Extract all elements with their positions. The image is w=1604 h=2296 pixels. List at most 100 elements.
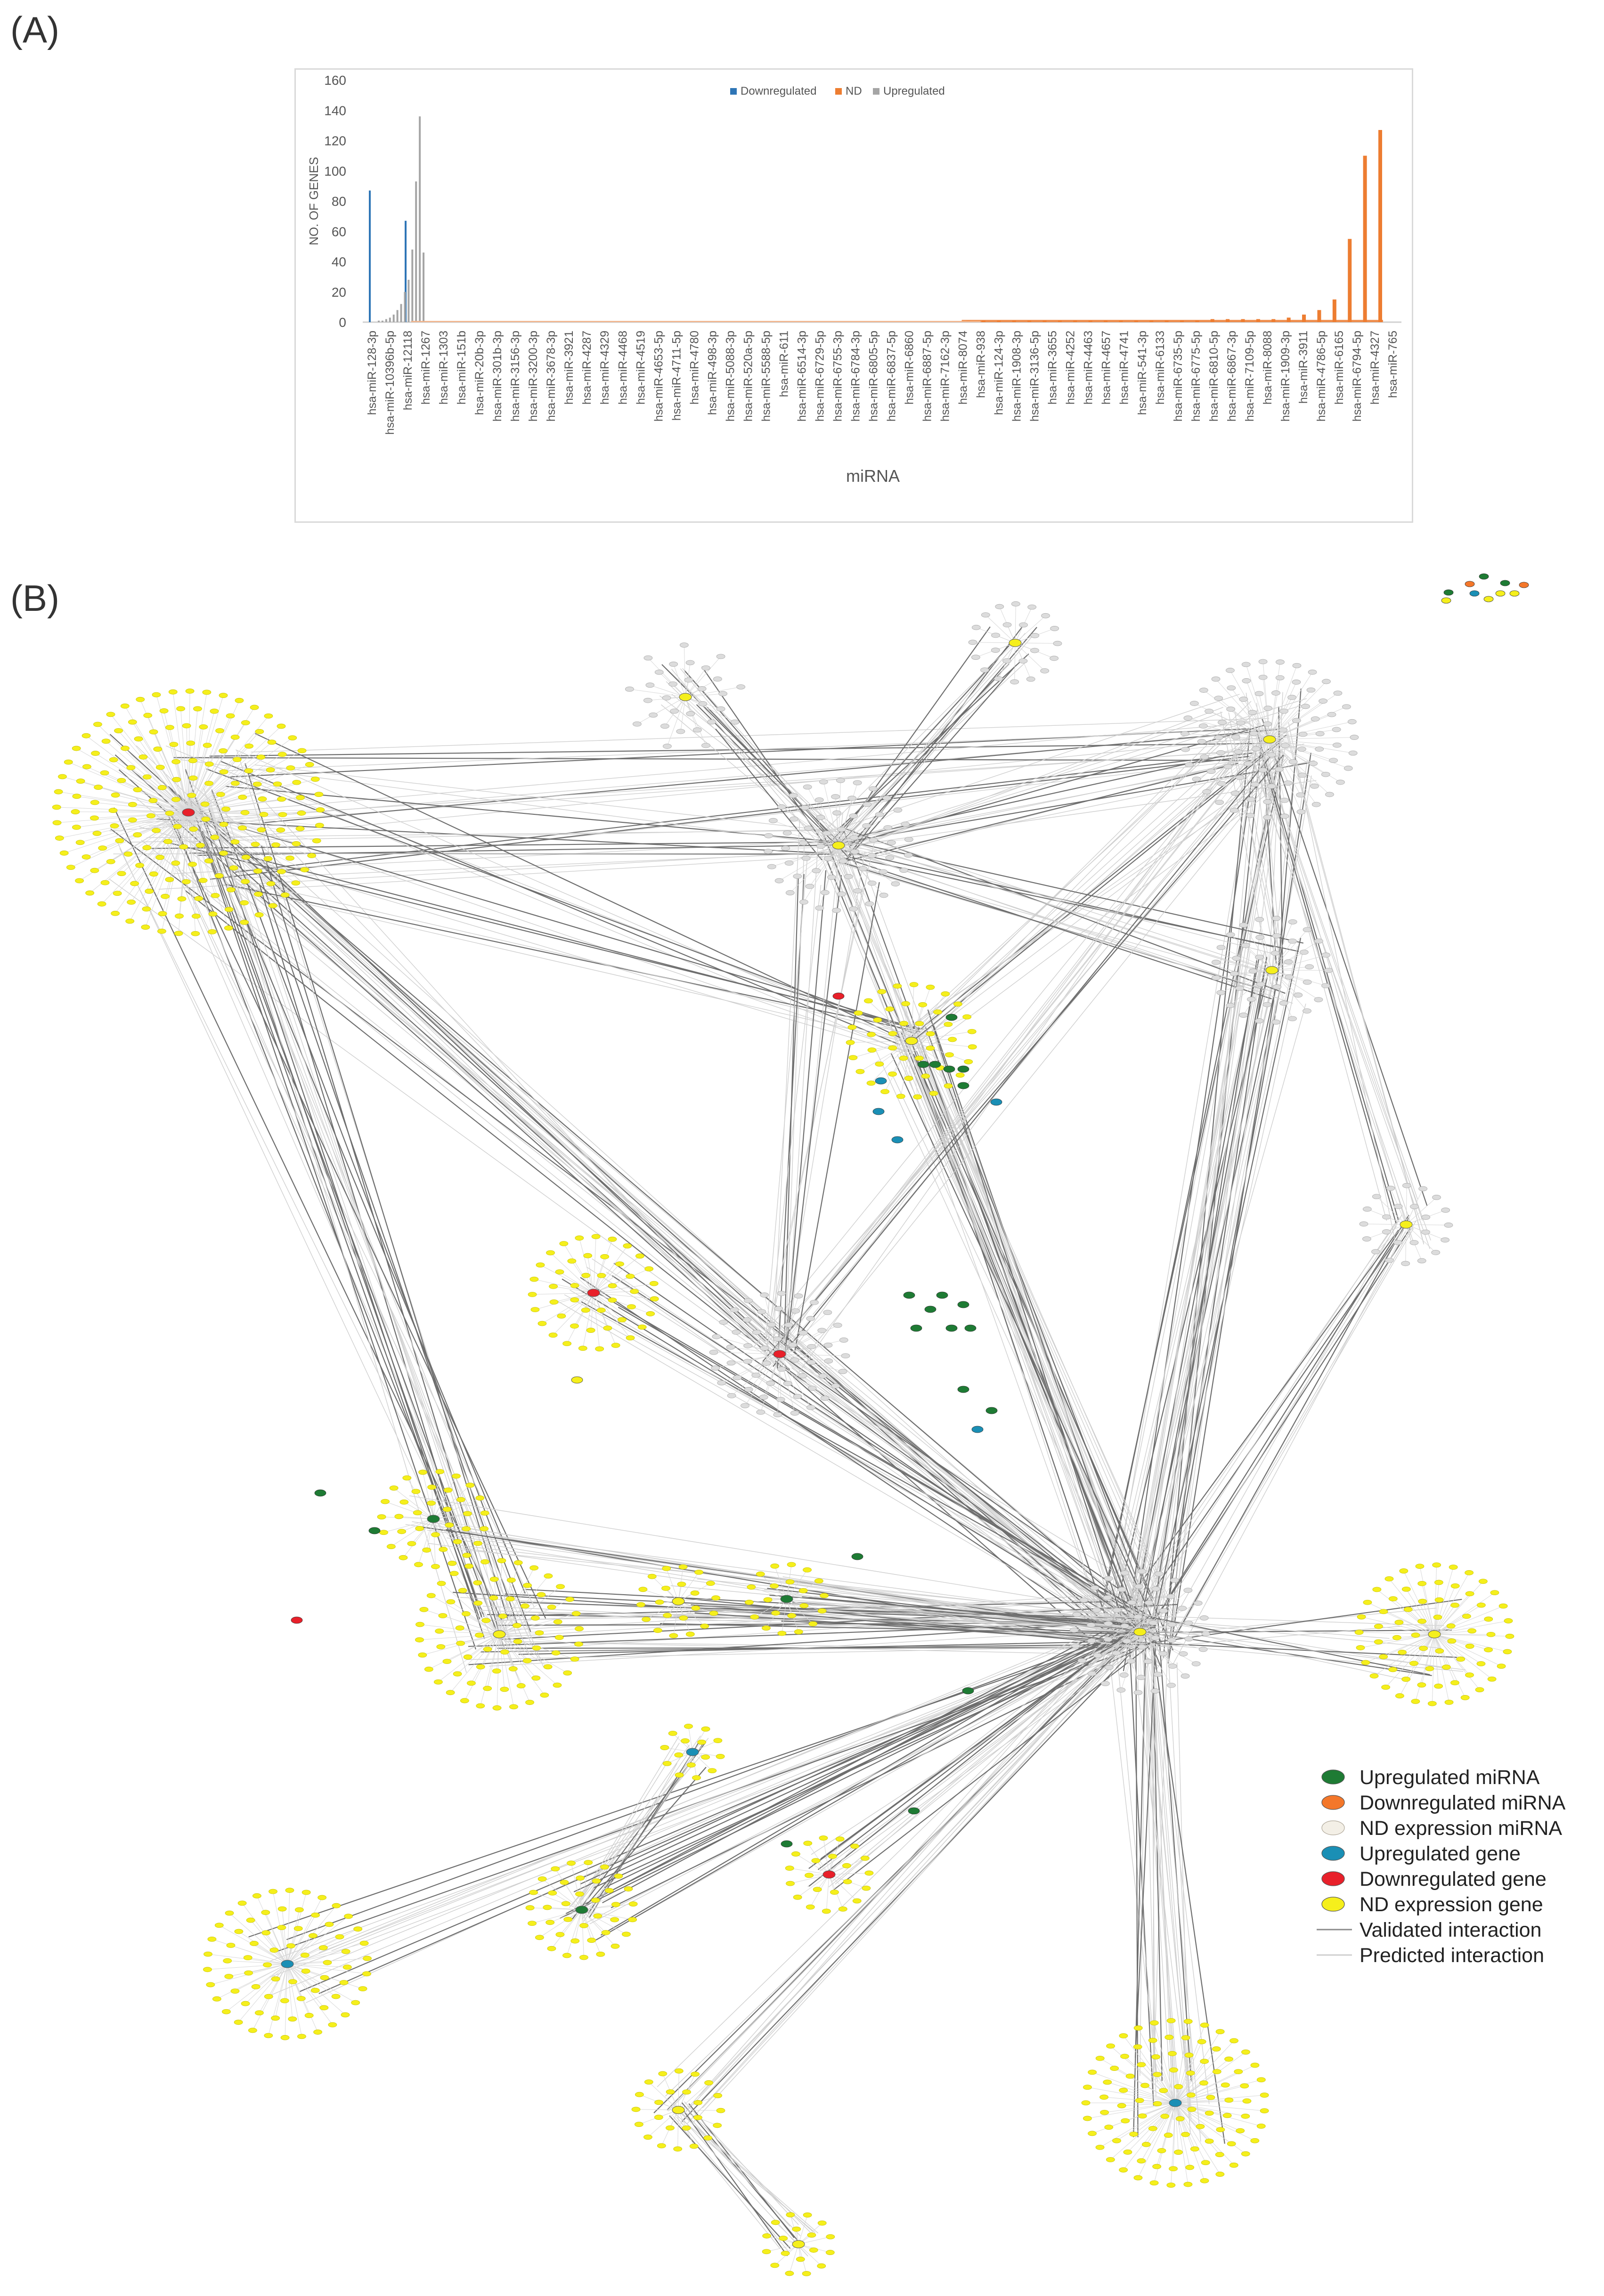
mirna-node: [1030, 648, 1039, 653]
gene-node: [1174, 2084, 1183, 2089]
edge: [581, 1866, 605, 1910]
gene-node: [1236, 2128, 1245, 2134]
gene-node: [548, 1332, 558, 1338]
mirna-node: [730, 1307, 739, 1313]
gene-node: [1465, 1672, 1474, 1678]
gene-node: [1088, 2069, 1097, 2075]
gene-node: [237, 1900, 247, 1906]
gene-node: [1433, 1615, 1442, 1620]
gene-node: [291, 880, 301, 886]
hub-gene-cluster-bottomleft: [281, 1960, 294, 1968]
gene-node: [175, 913, 184, 919]
edge: [86, 735, 189, 813]
gene-node: [525, 1905, 535, 1911]
gene-node: [771, 2220, 780, 2225]
mirna-node: [1087, 1671, 1097, 1676]
gene-node: [1388, 1596, 1398, 1602]
gene-node: [1157, 2148, 1166, 2153]
gene-node: [842, 1863, 851, 1868]
edge: [1259, 970, 1272, 1021]
edge: [1131, 976, 1240, 1624]
edge: [1149, 1002, 1239, 1639]
gene-node: [529, 1565, 539, 1571]
gene-node: [323, 1960, 332, 1965]
edge: [499, 1613, 577, 1635]
gene-node: [191, 931, 200, 936]
edge: [188, 812, 216, 896]
edge: [1133, 2102, 1176, 2134]
gene-node: [1403, 1606, 1413, 1612]
edge: [220, 760, 900, 1046]
gene-node: [492, 1705, 502, 1711]
gene-node: [165, 725, 174, 730]
hub-gene-cluster-small-b: [575, 1906, 588, 1914]
gene-node: [155, 855, 165, 860]
x-tick-label: hsa-miR-10396b-5p: [383, 331, 397, 435]
edge: [804, 758, 1289, 1358]
mirna-node: [1143, 1659, 1153, 1664]
mirna-node: [853, 780, 862, 786]
gene-node: [230, 1988, 240, 1994]
gene-node: [381, 1499, 390, 1504]
mirna-node: [1184, 1636, 1194, 1642]
edge: [797, 1874, 830, 1898]
edge: [287, 1963, 302, 2036]
gene-node: [770, 1563, 780, 1569]
gene-node: [544, 1573, 553, 1579]
mirna-node: [726, 1344, 735, 1350]
mirna-node: [1263, 815, 1272, 820]
y-tick-label: 80: [332, 194, 346, 209]
gene-node: [497, 1558, 506, 1564]
edge: [1203, 725, 1270, 740]
mirna-node: [1226, 1003, 1235, 1008]
gene-node: [596, 1307, 606, 1313]
gene-node: [66, 865, 75, 870]
gene-node: [58, 774, 67, 779]
mirna-node: [1298, 772, 1307, 778]
edge: [1269, 739, 1353, 754]
edge: [648, 2082, 679, 2110]
mirna-node: [816, 844, 825, 849]
edge: [789, 2244, 799, 2274]
edge: [188, 691, 190, 813]
edge: [1175, 2102, 1205, 2181]
mirna-node: [1214, 696, 1223, 701]
hub-mirna-cluster-farright: [1400, 1220, 1413, 1229]
edge: [172, 692, 189, 813]
mirna-node: [1136, 1675, 1146, 1680]
mirna-node: [1239, 922, 1248, 928]
gene-node: [537, 1876, 547, 1882]
edge: [156, 818, 828, 854]
edge: [679, 1752, 693, 1776]
gene-node: [437, 1581, 446, 1586]
edge: [262, 729, 1278, 824]
mirna-node: [1292, 663, 1302, 668]
edge: [839, 712, 1223, 854]
edge: [838, 845, 870, 904]
edge: [914, 1026, 1173, 1612]
edge: [1250, 739, 1270, 816]
edge: [685, 686, 741, 698]
gene-node: [1398, 1649, 1407, 1655]
gene-node: [926, 1046, 935, 1051]
x-tick-label: hsa-miR-4252: [1064, 331, 1077, 405]
edge: [1228, 739, 1270, 767]
edge: [593, 1268, 649, 1293]
edge: [595, 1631, 1130, 1941]
gene-node: [1081, 2100, 1091, 2106]
edge: [535, 1292, 594, 1310]
gene-node: [126, 765, 136, 771]
edge: [221, 818, 910, 1053]
gene-node: [855, 1069, 865, 1074]
edge: [1269, 706, 1347, 740]
gene-node: [828, 1854, 837, 1859]
edge: [1150, 1223, 1408, 1633]
gene-node: [1411, 1632, 1420, 1638]
gene-node: [944, 1083, 953, 1089]
bar: [407, 280, 410, 322]
mirna-node: [841, 1353, 850, 1359]
mirna-node: [760, 1346, 769, 1351]
edge: [1255, 726, 1399, 1220]
edge: [899, 710, 1258, 1039]
edge: [593, 1236, 596, 1293]
